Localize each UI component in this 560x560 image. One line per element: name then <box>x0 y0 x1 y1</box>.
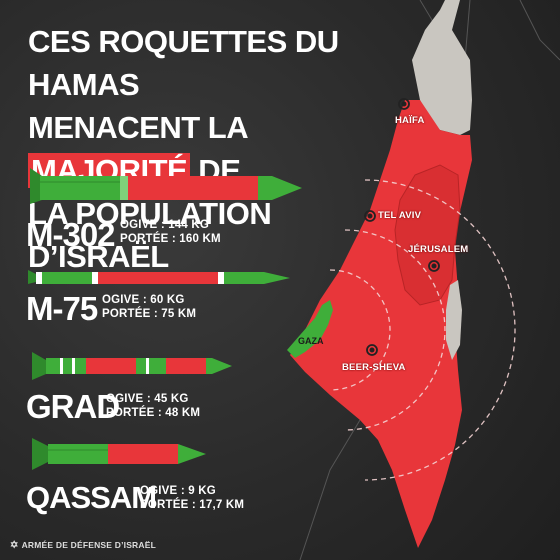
rocket-range-m75: PORTÉE : 75 KM <box>102 308 197 320</box>
dead-sea <box>446 280 462 360</box>
rocket-specs-qassam: OGIVE : 9 KG PORTÉE : 17,7 KM <box>140 484 244 512</box>
city-label-jerusalem: JÉRUSALEM <box>408 244 469 255</box>
headline-line-2-pre: MENACENT LA <box>28 110 247 145</box>
headline: CES ROQUETTES DU HAMAS MENACENT LA MAJOR… <box>28 20 408 278</box>
rocket-range-m302: PORTÉE : 160 KM <box>120 233 221 245</box>
headline-line-3: LA POPULATION D’ISRAËL <box>28 196 272 274</box>
rocket-name-m75: M-75 <box>26 290 98 327</box>
grad-rocket-icon <box>32 352 232 380</box>
city-label-gaza: GAZA <box>298 336 324 346</box>
city-label-tel-aviv: TEL AVIV <box>378 210 422 221</box>
city-label-beer-sheva: BEER-SHEVA <box>342 362 406 373</box>
rocket-range-grad: PORTÉE : 48 KM <box>106 407 201 419</box>
m302-rocket-icon <box>30 168 302 204</box>
rocket-warhead-grad: OGIVE : 45 KG <box>106 393 189 405</box>
city-label-haifa: HAÏFA <box>395 115 425 126</box>
neighbouring-borders <box>299 0 560 560</box>
qassam-rocket-icon <box>32 438 206 470</box>
rocket-warhead-m302: OGIVE : 144 KG <box>120 219 210 231</box>
headline-line-1: CES ROQUETTES DU HAMAS <box>28 24 339 102</box>
rocket-range-qassam: PORTÉE : 17,7 KM <box>140 499 245 511</box>
footer-text: ARMÉE DE DÉFENSE D’ISRAËL <box>21 540 156 550</box>
gaza-strip <box>287 300 333 358</box>
rocket-specs-m75: OGIVE : 60 KG PORTÉE : 75 KM <box>102 293 196 321</box>
range-arcs <box>329 179 516 481</box>
star-of-david-icon: ✡ <box>10 540 19 551</box>
rocket-name-grad: GRAD <box>26 388 120 425</box>
footer-credit: ✡ ARMÉE DE DÉFENSE D’ISRAËL <box>10 540 156 551</box>
rocket-warhead-qassam: OGIVE : 9 KG <box>140 485 216 497</box>
city-targets <box>364 98 440 356</box>
rocket-warhead-m75: OGIVE : 60 KG <box>102 294 185 306</box>
rocket-specs-m302: OGIVE : 144 KG PORTÉE : 160 KM <box>120 218 221 246</box>
rocket-name-m302: M-302 <box>26 216 116 253</box>
north-grey-area <box>412 0 472 135</box>
m75-rocket-icon <box>28 270 290 284</box>
rocket-name-qassam: QASSAM <box>26 480 157 515</box>
rocket-specs-grad: OGIVE : 45 KG PORTÉE : 48 KM <box>106 392 200 420</box>
